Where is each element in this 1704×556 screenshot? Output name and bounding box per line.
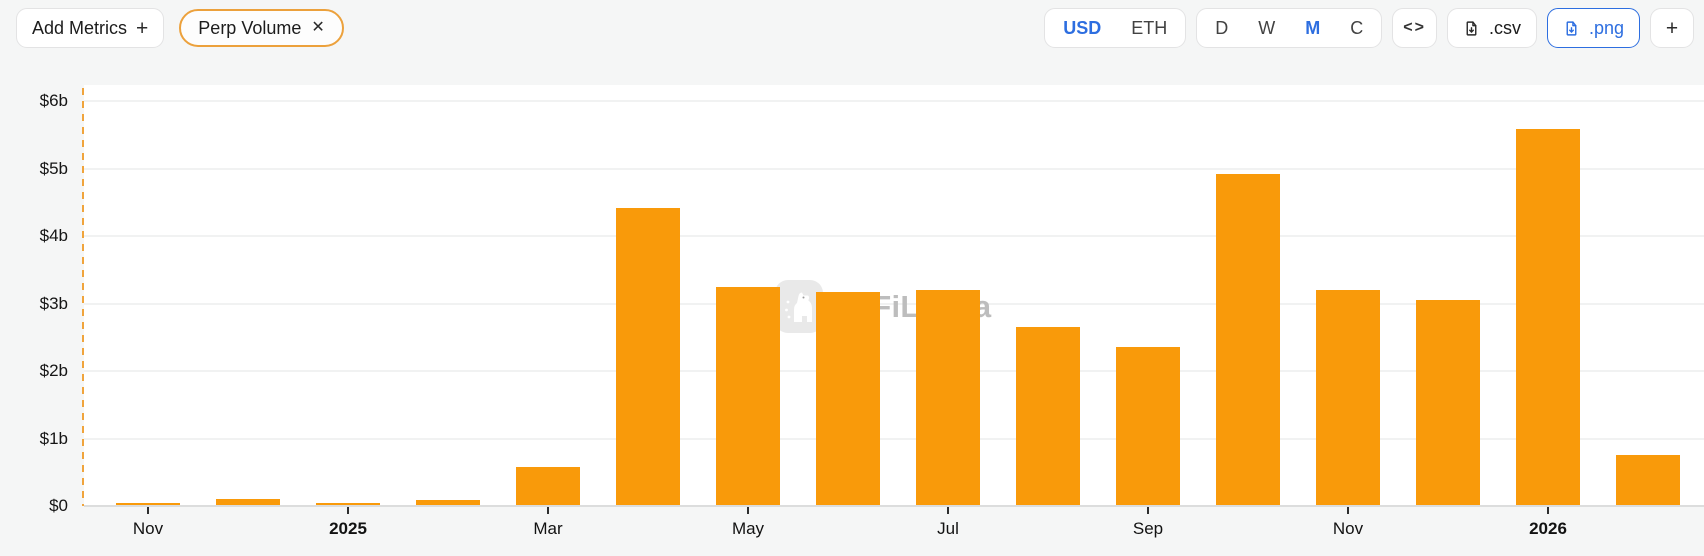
bar-jan-2026[interactable] [1516, 129, 1580, 506]
y-tick-label: $0 [49, 496, 68, 515]
x-tick-label: Nov [132, 519, 164, 538]
plus-icon: + [136, 16, 149, 40]
y-tick-label: $6b [39, 91, 68, 110]
x-tick-label: May [731, 519, 765, 538]
csv-label: .csv [1488, 17, 1521, 38]
currency-toggle: USD ETH [1044, 8, 1187, 48]
bar-jun-2025[interactable] [816, 292, 880, 506]
x-axis: Nov 2025 Mar May Jul Sep Nov 2026 [84, 506, 1704, 554]
metric-chip-perp-volume[interactable]: Perp Volume ✕ [179, 9, 344, 47]
gridline [84, 370, 1704, 372]
x-tick [547, 506, 549, 514]
bar-oct-2025[interactable] [1216, 174, 1280, 506]
x-tick [1147, 506, 1149, 514]
png-label: .png [1588, 17, 1624, 38]
bar-feb-2026[interactable] [1616, 455, 1680, 506]
defillama-logo-icon [775, 280, 823, 333]
x-tick-label: Nov [1332, 519, 1364, 538]
x-tick-label: 2026 [1529, 519, 1567, 538]
y-tick-label: $1b [39, 428, 68, 448]
x-tick [347, 506, 349, 514]
x-tick-label: Sep [1132, 519, 1164, 538]
embed-code-button[interactable]: <> [1392, 8, 1437, 48]
code-icon: <> [1403, 19, 1426, 36]
bar-sep-2025[interactable] [1116, 347, 1180, 506]
interval-option-cumulative[interactable]: C [1350, 18, 1364, 38]
add-metrics-button[interactable]: Add Metrics + [16, 8, 165, 48]
plus-icon: + [1665, 16, 1679, 40]
download-png-button[interactable]: .png [1546, 8, 1640, 48]
bar-nov-2025[interactable] [1316, 290, 1380, 506]
toolbar-left: Add Metrics + Perp Volume ✕ [16, 8, 344, 48]
bar-nov-2024[interactable] [116, 503, 180, 506]
y-tick-label: $2b [39, 361, 68, 380]
y-axis-dashed-line [82, 88, 84, 506]
currency-option-usd[interactable]: USD [1063, 18, 1102, 38]
x-tick [747, 506, 749, 514]
x-tick [1347, 506, 1349, 514]
currency-option-eth[interactable]: ETH [1131, 18, 1168, 38]
gridline [84, 437, 1704, 440]
bar-aug-2025[interactable] [1016, 327, 1080, 506]
bar-apr-2025[interactable] [616, 208, 680, 506]
x-tick [947, 506, 949, 514]
x-tick-label: Jul [937, 519, 959, 538]
y-tick-label: $3b [39, 293, 68, 313]
metric-chip-label: Perp Volume [198, 17, 302, 38]
gridline [84, 235, 1704, 237]
x-axis-baseline [84, 505, 1704, 507]
file-download-icon [1466, 20, 1477, 36]
interval-toggle: D W M C [1196, 8, 1383, 48]
bar-may-2025[interactable] [716, 287, 780, 506]
close-icon[interactable]: ✕ [311, 19, 325, 36]
gridline [84, 167, 1704, 170]
bar-jul-2025[interactable] [916, 290, 980, 506]
bar-dec-2025[interactable] [1416, 300, 1480, 506]
toolbar-right: USD ETH D W M C <> .csv .png + [1044, 8, 1694, 48]
x-tick-label: Mar [533, 519, 563, 538]
toolbar: Add Metrics + Perp Volume ✕ USD ETH D W … [16, 7, 1694, 49]
interval-option-monthly[interactable]: M [1305, 18, 1321, 38]
x-tick-label: 2025 [329, 519, 367, 538]
add-metrics-label: Add Metrics [32, 17, 128, 38]
download-csv-button[interactable]: .csv [1446, 8, 1537, 48]
y-axis: $0 $1b $2b $3b $4b $5b $6b [0, 85, 68, 515]
x-tick [1547, 506, 1549, 514]
gridline [84, 302, 1704, 305]
interval-option-daily[interactable]: D [1215, 18, 1229, 38]
x-tick [147, 506, 149, 514]
file-download-icon [1566, 20, 1577, 36]
y-tick-label: $4b [39, 226, 68, 245]
y-tick-label: $5b [39, 158, 68, 178]
bar-feb-2025[interactable] [416, 500, 480, 506]
bar-mar-2025[interactable] [516, 467, 580, 506]
plot-area: DeFiLlama [84, 85, 1704, 506]
bar-dec-2024[interactable] [216, 499, 280, 506]
bar-jan-2025[interactable] [316, 503, 380, 506]
gridline [84, 100, 1704, 102]
add-chart-button[interactable]: + [1650, 8, 1694, 48]
interval-option-weekly[interactable]: W [1258, 18, 1276, 38]
